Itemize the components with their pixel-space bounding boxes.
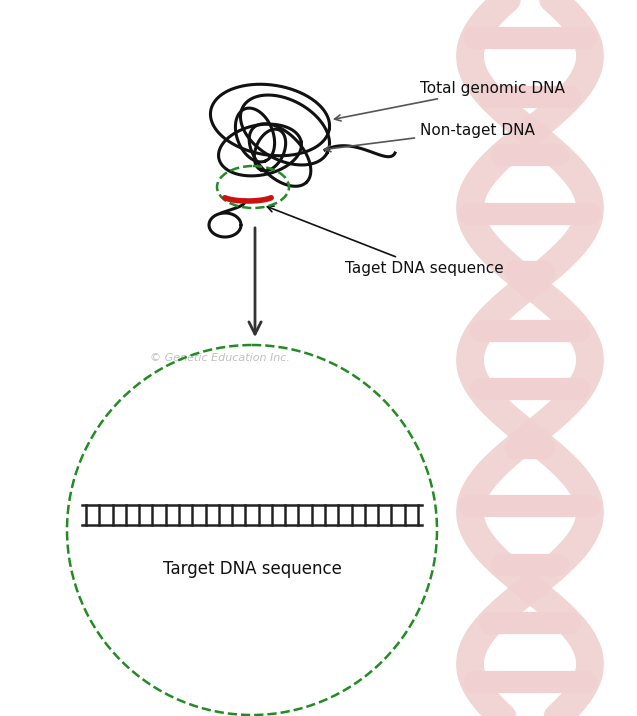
Text: Non-taget DNA: Non-taget DNA — [325, 122, 535, 152]
Text: Target DNA sequence: Target DNA sequence — [162, 560, 341, 578]
Text: Taget DNA sequence: Taget DNA sequence — [268, 206, 504, 276]
Text: © Genetic Education Inc.: © Genetic Education Inc. — [150, 353, 290, 363]
Text: Total genomic DNA: Total genomic DNA — [334, 80, 565, 121]
